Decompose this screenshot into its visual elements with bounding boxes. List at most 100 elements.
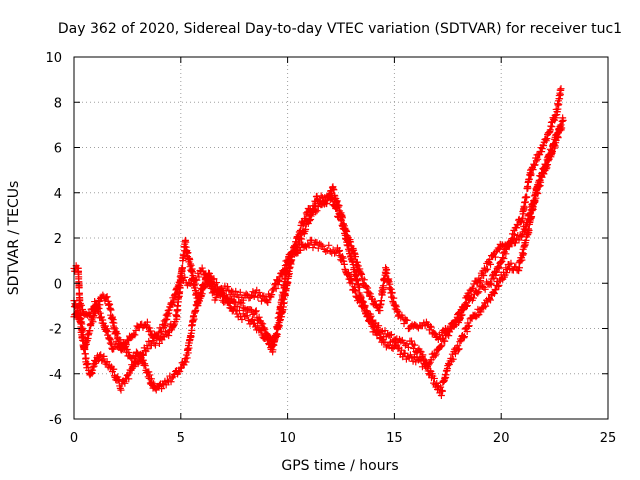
data-point <box>369 316 377 324</box>
data-point <box>418 352 426 360</box>
data-point <box>313 207 321 215</box>
data-point <box>77 301 85 309</box>
data-point <box>416 347 424 355</box>
data-point <box>427 323 435 331</box>
data-point <box>487 279 495 287</box>
data-point <box>527 170 535 178</box>
data-point <box>272 331 280 339</box>
data-point <box>102 294 110 302</box>
data-point <box>339 253 347 261</box>
data-point <box>529 203 537 211</box>
data-point <box>225 298 233 306</box>
data-point <box>538 148 546 156</box>
data-point <box>538 170 546 178</box>
data-point <box>129 352 137 360</box>
data-point <box>147 327 155 335</box>
data-point <box>377 297 385 305</box>
data-point <box>388 289 396 297</box>
data-point <box>495 263 503 271</box>
data-point <box>438 341 446 349</box>
data-point <box>275 278 283 286</box>
data-point <box>544 161 552 169</box>
data-point <box>103 358 111 366</box>
data-point <box>454 342 462 350</box>
data-point <box>358 270 366 278</box>
data-point <box>331 249 339 257</box>
data-point <box>183 354 191 362</box>
data-point <box>246 305 254 313</box>
data-point <box>336 211 344 219</box>
data-point <box>86 370 94 378</box>
data-point <box>353 258 361 266</box>
data-point <box>394 345 402 353</box>
data-point <box>109 316 117 324</box>
data-point <box>272 285 280 293</box>
data-point <box>145 337 153 345</box>
data-point <box>499 254 507 262</box>
data-point <box>426 322 434 330</box>
data-point <box>475 288 483 296</box>
data-point <box>483 265 491 273</box>
data-point <box>487 281 495 289</box>
data-point <box>328 195 336 203</box>
data-point <box>104 328 112 336</box>
data-point <box>463 328 471 336</box>
x-axis-label: GPS time / hours <box>281 458 398 474</box>
data-point <box>95 305 103 313</box>
data-point <box>170 321 178 329</box>
data-point <box>296 246 304 254</box>
data-point <box>243 312 251 320</box>
data-point <box>481 285 489 293</box>
data-point <box>98 357 106 365</box>
data-point <box>441 337 449 345</box>
data-point <box>373 327 381 335</box>
data-point <box>491 253 499 261</box>
data-point <box>213 279 221 287</box>
data-point <box>357 295 365 303</box>
data-point <box>145 368 153 376</box>
data-point <box>390 294 398 302</box>
data-point <box>455 345 463 353</box>
data-point <box>534 155 542 163</box>
data-point <box>477 276 485 284</box>
data-point <box>302 215 310 223</box>
data-point <box>304 240 312 248</box>
series-track-b <box>70 121 565 400</box>
data-point <box>139 351 147 359</box>
data-point <box>543 164 551 172</box>
data-point <box>255 313 263 321</box>
data-point <box>335 246 343 254</box>
data-point <box>511 230 519 238</box>
data-point <box>486 295 494 303</box>
data-point <box>94 303 102 311</box>
y-tick-label: 4 <box>54 187 62 202</box>
data-point <box>438 387 446 395</box>
data-point <box>559 116 567 124</box>
data-point <box>103 293 111 301</box>
data-point <box>317 241 325 249</box>
y-tick-label: -2 <box>49 323 62 338</box>
data-point <box>493 268 501 276</box>
x-tick-label: 25 <box>600 431 617 446</box>
data-point <box>476 278 484 286</box>
y-tick-label: 6 <box>54 142 62 157</box>
data-point <box>292 240 300 248</box>
data-point <box>430 374 438 382</box>
data-point <box>486 256 494 264</box>
data-point <box>487 260 495 268</box>
data-point <box>86 327 94 335</box>
data-point <box>96 309 104 317</box>
x-tick-label: 20 <box>493 431 510 446</box>
data-point <box>482 302 490 310</box>
data-point <box>469 284 477 292</box>
data-point <box>309 244 317 252</box>
data-point <box>302 225 310 233</box>
data-point <box>495 281 503 289</box>
data-point <box>124 371 132 379</box>
data-point <box>73 310 81 318</box>
data-point <box>504 242 512 250</box>
data-point <box>107 306 115 314</box>
data-point <box>462 299 470 307</box>
data-point <box>460 334 468 342</box>
